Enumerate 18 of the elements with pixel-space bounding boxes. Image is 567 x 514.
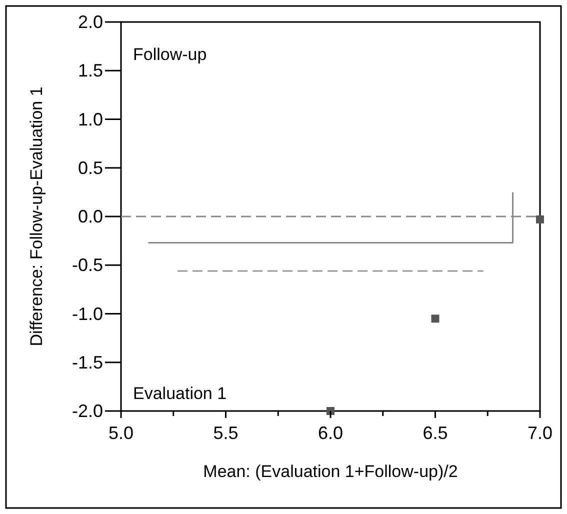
y-tick-label: -2.0 bbox=[72, 401, 103, 421]
x-axis-title: Mean: (Evaluation 1+Follow-up)/2 bbox=[203, 462, 458, 481]
y-tick-label: -1.0 bbox=[72, 304, 103, 324]
annotation: Follow-up bbox=[133, 45, 207, 64]
y-tick-label: 0.0 bbox=[78, 206, 103, 226]
x-tick-label: 6.0 bbox=[318, 423, 344, 443]
y-axis-title: Difference: Follow-up-Evaluation 1 bbox=[27, 86, 46, 346]
y-tick-label: 1.5 bbox=[78, 60, 103, 81]
x-tick-label: 5.0 bbox=[108, 423, 134, 443]
y-tick-label: 1.0 bbox=[78, 109, 103, 130]
y-tick-label: 0.5 bbox=[78, 158, 103, 178]
x-tick-label: 7.0 bbox=[527, 423, 553, 443]
y-tick-label: 2.0 bbox=[78, 12, 103, 32]
x-tick-label: 5.5 bbox=[213, 423, 238, 443]
y-tick-label: -0.5 bbox=[72, 255, 103, 276]
x-tick-label: 6.5 bbox=[422, 423, 448, 443]
annotation: Evaluation 1 bbox=[133, 384, 227, 403]
y-tick-label: -1.5 bbox=[72, 352, 103, 372]
